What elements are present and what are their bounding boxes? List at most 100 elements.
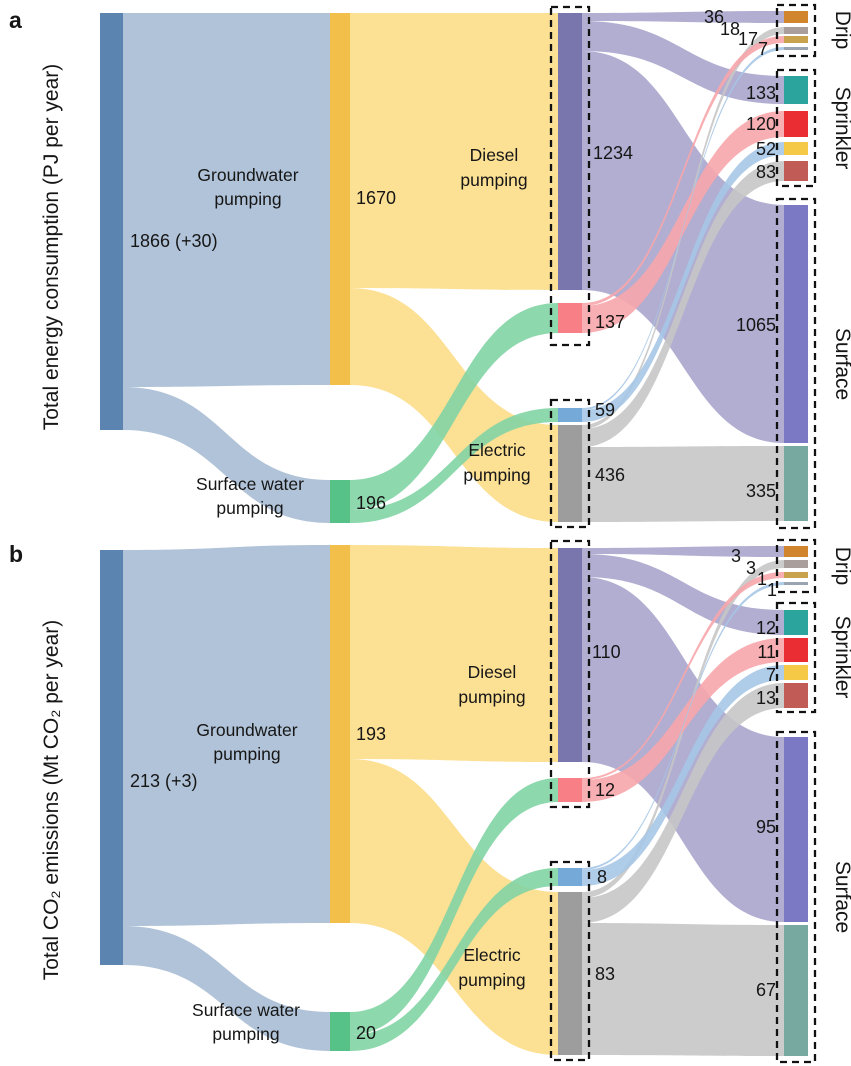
node-sprinkler-4-b (784, 683, 808, 708)
diesel-label-2-b: pumping (458, 687, 525, 707)
node-drip-2-b (784, 560, 808, 568)
flow-total-groundwater-a (123, 13, 330, 387)
flow-electric-blue-drip-a (582, 47, 784, 410)
node-diesel-surface-a (558, 303, 582, 333)
drip-group-label-a: Drip (831, 11, 851, 50)
groundwater-value-b: 193 (356, 724, 386, 744)
diesel-label-2-a: pumping (460, 170, 527, 190)
node-electric-groundwater-b (558, 892, 582, 1055)
node-sprinkler-2-a (784, 111, 808, 137)
drip-value-2-b: 3 (746, 558, 756, 578)
sprinkler-value-4-a: 83 (756, 162, 776, 182)
flow-diesel-red-drip-b (582, 572, 784, 780)
surface-group-label-a: Surface (831, 328, 851, 400)
node-drip-3-b (784, 572, 808, 578)
node-electric-surface-a (558, 408, 582, 422)
node-surface-water-a (330, 480, 350, 523)
panel-letter-a: a (9, 7, 22, 33)
node-total-a (100, 13, 123, 430)
electric-label-1-b: Electric (463, 945, 521, 965)
drip-value-1-a: 36 (704, 7, 724, 27)
flow-groundwater-diesel-b (350, 545, 558, 762)
drip-value-2-a: 18 (720, 19, 740, 39)
surface-water-label-1-a: Surface water (196, 474, 304, 494)
node-electric-groundwater-a (558, 425, 582, 522)
node-sprinkler-3-a (784, 142, 808, 155)
diesel-label-1-a: Diesel (470, 145, 519, 165)
node-groundwater-a (330, 13, 350, 385)
group-box-surface-b (775, 730, 817, 1064)
sprinkler-value-3-a: 52 (756, 139, 776, 159)
node-total-b (100, 550, 123, 965)
flow-electric-sprinkler-b (582, 683, 784, 923)
electric-blue-value-b: 8 (597, 867, 607, 887)
surface-water-label-1-b: Surface water (192, 1000, 300, 1020)
group-box-surface-a (775, 197, 817, 530)
drip-value-4-a: 7 (758, 39, 768, 59)
drip-group-label-b: Drip (831, 547, 851, 586)
group-box-sprinkler-b (775, 601, 817, 714)
node-drip-2-a (784, 27, 808, 34)
node-diesel-surface-b (558, 778, 582, 802)
group-box-diesel-a (549, 5, 591, 347)
sprinkler-value-2-b: 11 (757, 642, 776, 662)
flow-groundwater-diesel-a (350, 13, 558, 290)
total-value-label-b: 213 (+3) (130, 771, 198, 791)
flow-surface-water-electric-a (350, 408, 558, 523)
groundwater-value-a: 1670 (356, 188, 396, 208)
sprinkler-group-label-a: Sprinkler (831, 87, 851, 170)
groundwater-label-1-a: Groundwater (197, 165, 298, 185)
node-drip-4-b (784, 582, 808, 585)
axis-label-a: Total energy consumption (PJ per year) (40, 64, 63, 431)
flow-surface-water-electric-b (350, 868, 558, 1051)
flow-electric-blue-sprinkler-a (582, 142, 784, 422)
surface-water-value-a: 196 (356, 493, 386, 513)
sprinkler-value-1-a: 133 (746, 83, 776, 103)
flow-electric-blue-sprinkler-b (582, 665, 784, 886)
drip-value-4-b: 1 (767, 580, 777, 600)
total-value-label-a: 1866 (+30) (130, 231, 218, 251)
surface-group-label-b: Surface (831, 861, 851, 933)
node-diesel-groundwater-b (558, 548, 582, 762)
flow-diesel-red-sprinkler-b (582, 638, 784, 802)
flow-electric-surface-b (582, 923, 784, 1056)
surface-value-2-b: 67 (756, 980, 776, 1000)
surface-value-1-a: 1065 (736, 315, 776, 335)
flow-electric-sprinkler-a (582, 161, 784, 447)
electric-blue-value-a: 59 (595, 400, 615, 420)
sprinkler-value-2-a: 120 (746, 114, 776, 134)
node-drip-1-a (784, 11, 808, 23)
group-box-electric-b (549, 860, 591, 1062)
flow-diesel-drip-b (582, 546, 784, 557)
electric-gray-value-a: 436 (595, 465, 625, 485)
node-surface-2-a (784, 446, 808, 521)
flow-total-surface-water-b (123, 926, 330, 1051)
panel-a: a Total energy consumption (PJ per year) 1… (9, 3, 851, 530)
electric-label-2-a: pumping (463, 465, 530, 485)
panel-letter-b: b (9, 541, 23, 567)
node-surface-1-a (784, 205, 808, 443)
flow-surface-water-diesel-b (350, 778, 558, 1035)
diesel-red-value-a: 137 (595, 312, 625, 332)
node-drip-4-a (784, 47, 808, 50)
surface-water-label-2-b: pumping (212, 1024, 279, 1044)
sprinkler-group-label-b: Sprinkler (831, 616, 851, 699)
drip-value-3-b: 1 (757, 569, 767, 589)
flow-diesel-red-sprinkler-a (582, 111, 784, 333)
diesel-label-1-b: Diesel (468, 662, 517, 682)
group-box-electric-a (549, 398, 591, 529)
drip-value-1-b: 3 (731, 546, 741, 566)
diesel-purple-value-a: 1234 (593, 143, 633, 163)
diesel-purple-value-b: 110 (592, 642, 621, 662)
flow-electric-blue-drip-b (582, 582, 784, 870)
node-sprinkler-4-a (784, 161, 808, 181)
sprinkler-value-4-b: 13 (756, 688, 776, 708)
axis-label-b: Total CO₂ emissions (Mt CO₂ per year) (40, 620, 63, 981)
group-box-drip-b (775, 538, 817, 594)
node-surface-1-b (784, 737, 808, 922)
electric-label-1-a: Electric (468, 440, 526, 460)
surface-value-1-b: 95 (756, 817, 776, 837)
groundwater-label-1-b: Groundwater (196, 720, 297, 740)
node-sprinkler-1-a (784, 76, 808, 104)
